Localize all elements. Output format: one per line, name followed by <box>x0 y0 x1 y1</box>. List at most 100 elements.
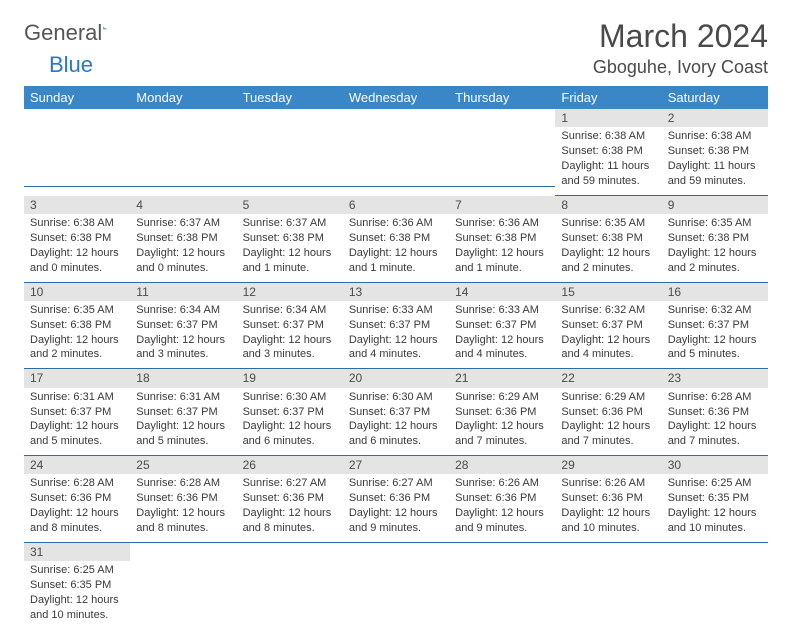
calendar-cell <box>130 543 236 629</box>
sunrise-text: Sunrise: 6:35 AM <box>561 216 655 231</box>
calendar-cell: 9Sunrise: 6:35 AMSunset: 6:38 PMDaylight… <box>662 196 768 283</box>
calendar-cell <box>555 543 661 629</box>
daylight-text-2: and 0 minutes. <box>30 261 124 276</box>
daylight-text-2: and 9 minutes. <box>455 521 549 536</box>
day-detail: Sunrise: 6:34 AMSunset: 6:37 PMDaylight:… <box>130 301 236 368</box>
sunset-text: Sunset: 6:38 PM <box>30 318 124 333</box>
day-detail <box>24 127 130 183</box>
sunset-text: Sunset: 6:36 PM <box>136 491 230 506</box>
daylight-text: Daylight: 11 hours <box>561 159 655 174</box>
daylight-text: Daylight: 12 hours <box>561 333 655 348</box>
sunset-text: Sunset: 6:36 PM <box>455 405 549 420</box>
day-detail: Sunrise: 6:37 AMSunset: 6:38 PMDaylight:… <box>237 214 343 281</box>
sunset-text: Sunset: 6:35 PM <box>668 491 762 506</box>
sunset-text: Sunset: 6:38 PM <box>349 231 443 246</box>
daylight-text-2: and 8 minutes. <box>30 521 124 536</box>
daylight-text: Daylight: 12 hours <box>136 419 230 434</box>
sunset-text: Sunset: 6:38 PM <box>30 231 124 246</box>
calendar-cell: 24Sunrise: 6:28 AMSunset: 6:36 PMDayligh… <box>24 456 130 543</box>
day-number <box>662 543 768 561</box>
daylight-text: Daylight: 12 hours <box>136 506 230 521</box>
calendar-week-row: 17Sunrise: 6:31 AMSunset: 6:37 PMDayligh… <box>24 369 768 456</box>
day-detail: Sunrise: 6:38 AMSunset: 6:38 PMDaylight:… <box>662 127 768 194</box>
daylight-text: Daylight: 12 hours <box>243 333 337 348</box>
sunrise-text: Sunrise: 6:26 AM <box>455 476 549 491</box>
daylight-text-2: and 10 minutes. <box>668 521 762 536</box>
daylight-text-2: and 1 minute. <box>455 261 549 276</box>
calendar-cell: 17Sunrise: 6:31 AMSunset: 6:37 PMDayligh… <box>24 369 130 456</box>
day-detail: Sunrise: 6:30 AMSunset: 6:37 PMDaylight:… <box>237 388 343 455</box>
calendar-week-row: 10Sunrise: 6:35 AMSunset: 6:38 PMDayligh… <box>24 283 768 370</box>
day-detail: Sunrise: 6:25 AMSunset: 6:35 PMDaylight:… <box>662 474 768 541</box>
sunrise-text: Sunrise: 6:29 AM <box>455 390 549 405</box>
sunset-text: Sunset: 6:37 PM <box>136 405 230 420</box>
day-detail: Sunrise: 6:26 AMSunset: 6:36 PMDaylight:… <box>555 474 661 541</box>
day-detail: Sunrise: 6:27 AMSunset: 6:36 PMDaylight:… <box>237 474 343 541</box>
daylight-text-2: and 10 minutes. <box>30 608 124 623</box>
day-number: 26 <box>237 456 343 474</box>
daylight-text-2: and 8 minutes. <box>136 521 230 536</box>
weekday-header: Friday <box>555 86 661 109</box>
sunrise-text: Sunrise: 6:30 AM <box>349 390 443 405</box>
sunrise-text: Sunrise: 6:28 AM <box>30 476 124 491</box>
sunset-text: Sunset: 6:38 PM <box>561 144 655 159</box>
calendar-cell <box>24 109 130 196</box>
sunrise-text: Sunrise: 6:25 AM <box>30 563 124 578</box>
calendar-cell: 14Sunrise: 6:33 AMSunset: 6:37 PMDayligh… <box>449 283 555 370</box>
day-number: 3 <box>24 196 130 214</box>
sail-icon <box>103 18 107 38</box>
daylight-text-2: and 6 minutes. <box>243 434 337 449</box>
calendar-cell: 12Sunrise: 6:34 AMSunset: 6:37 PMDayligh… <box>237 283 343 370</box>
calendar-cell: 5Sunrise: 6:37 AMSunset: 6:38 PMDaylight… <box>237 196 343 283</box>
day-number <box>449 109 555 127</box>
daylight-text-2: and 1 minute. <box>349 261 443 276</box>
sunset-text: Sunset: 6:37 PM <box>243 405 337 420</box>
day-number: 7 <box>449 196 555 214</box>
day-number: 8 <box>555 196 661 214</box>
sunrise-text: Sunrise: 6:34 AM <box>243 303 337 318</box>
daylight-text-2: and 6 minutes. <box>349 434 443 449</box>
day-number: 13 <box>343 283 449 301</box>
day-detail: Sunrise: 6:29 AMSunset: 6:36 PMDaylight:… <box>555 388 661 455</box>
daylight-text: Daylight: 12 hours <box>668 419 762 434</box>
daylight-text-2: and 2 minutes. <box>30 347 124 362</box>
sunset-text: Sunset: 6:38 PM <box>243 231 337 246</box>
day-number: 9 <box>662 196 768 214</box>
calendar-cell <box>449 543 555 629</box>
daylight-text-2: and 1 minute. <box>243 261 337 276</box>
calendar-cell: 18Sunrise: 6:31 AMSunset: 6:37 PMDayligh… <box>130 369 236 456</box>
sunrise-text: Sunrise: 6:30 AM <box>243 390 337 405</box>
daylight-text-2: and 10 minutes. <box>561 521 655 536</box>
day-number <box>130 543 236 561</box>
day-number: 19 <box>237 369 343 387</box>
sunrise-text: Sunrise: 6:38 AM <box>30 216 124 231</box>
calendar-cell: 21Sunrise: 6:29 AMSunset: 6:36 PMDayligh… <box>449 369 555 456</box>
sunset-text: Sunset: 6:38 PM <box>668 231 762 246</box>
sunset-text: Sunset: 6:38 PM <box>668 144 762 159</box>
sunset-text: Sunset: 6:36 PM <box>349 491 443 506</box>
calendar-cell: 7Sunrise: 6:36 AMSunset: 6:38 PMDaylight… <box>449 196 555 283</box>
day-detail <box>555 561 661 617</box>
weekday-header: Sunday <box>24 86 130 109</box>
daylight-text: Daylight: 12 hours <box>30 246 124 261</box>
sunset-text: Sunset: 6:37 PM <box>243 318 337 333</box>
day-detail: Sunrise: 6:31 AMSunset: 6:37 PMDaylight:… <box>24 388 130 455</box>
day-number: 27 <box>343 456 449 474</box>
day-detail: Sunrise: 6:36 AMSunset: 6:38 PMDaylight:… <box>449 214 555 281</box>
daylight-text-2: and 59 minutes. <box>561 174 655 189</box>
calendar-table: Sunday Monday Tuesday Wednesday Thursday… <box>24 86 768 629</box>
logo-text-1: General <box>24 20 102 46</box>
daylight-text-2: and 59 minutes. <box>668 174 762 189</box>
daylight-text-2: and 8 minutes. <box>243 521 337 536</box>
calendar-body: 1Sunrise: 6:38 AMSunset: 6:38 PMDaylight… <box>24 109 768 629</box>
calendar-cell <box>130 109 236 196</box>
day-number: 31 <box>24 543 130 561</box>
day-detail <box>237 127 343 183</box>
day-detail: Sunrise: 6:31 AMSunset: 6:37 PMDaylight:… <box>130 388 236 455</box>
sunset-text: Sunset: 6:38 PM <box>561 231 655 246</box>
day-detail: Sunrise: 6:38 AMSunset: 6:38 PMDaylight:… <box>555 127 661 194</box>
calendar-cell: 8Sunrise: 6:35 AMSunset: 6:38 PMDaylight… <box>555 196 661 283</box>
sunset-text: Sunset: 6:36 PM <box>561 405 655 420</box>
day-number <box>130 109 236 127</box>
day-detail: Sunrise: 6:36 AMSunset: 6:38 PMDaylight:… <box>343 214 449 281</box>
